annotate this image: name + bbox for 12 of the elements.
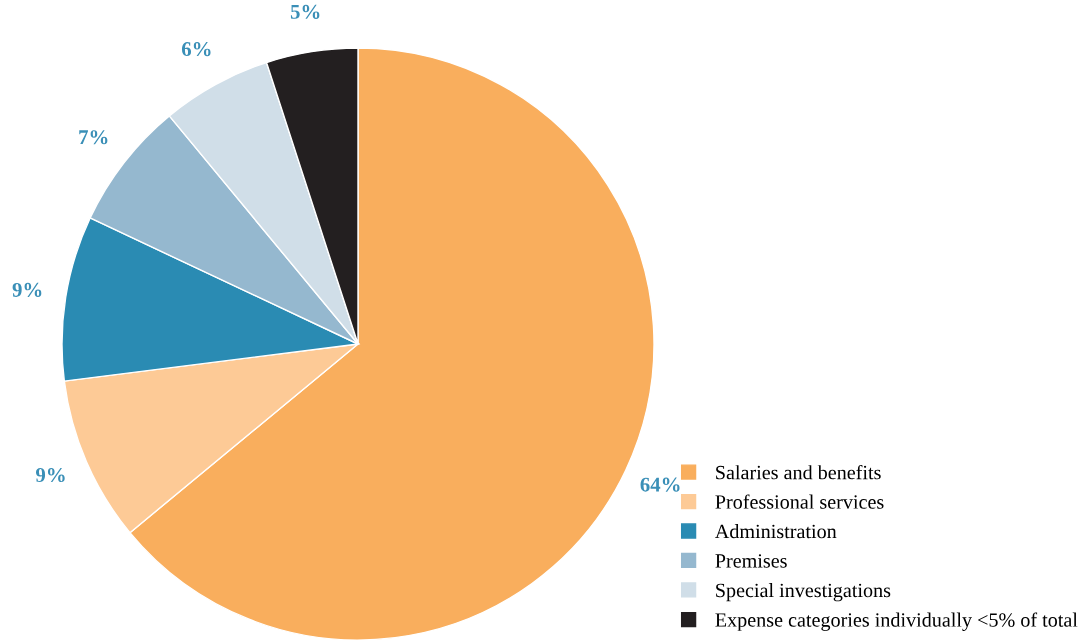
legend-label: Special investigations <box>716 583 891 602</box>
legend-label: Professional services <box>715 494 884 509</box>
data-label: 9% <box>12 282 42 297</box>
data-label: 6% <box>181 42 211 57</box>
legend-label: Premises <box>715 554 787 568</box>
legend-label: Administration <box>715 524 837 539</box>
legend-label: Salaries and benefits <box>716 464 881 480</box>
data-label: 7% <box>79 130 108 145</box>
legend-label: Expense categories individually <5% of total <box>715 612 1078 631</box>
data-label: 5% <box>290 4 320 19</box>
data-label: 9% <box>35 467 65 483</box>
data-label: 64% <box>640 477 680 492</box>
